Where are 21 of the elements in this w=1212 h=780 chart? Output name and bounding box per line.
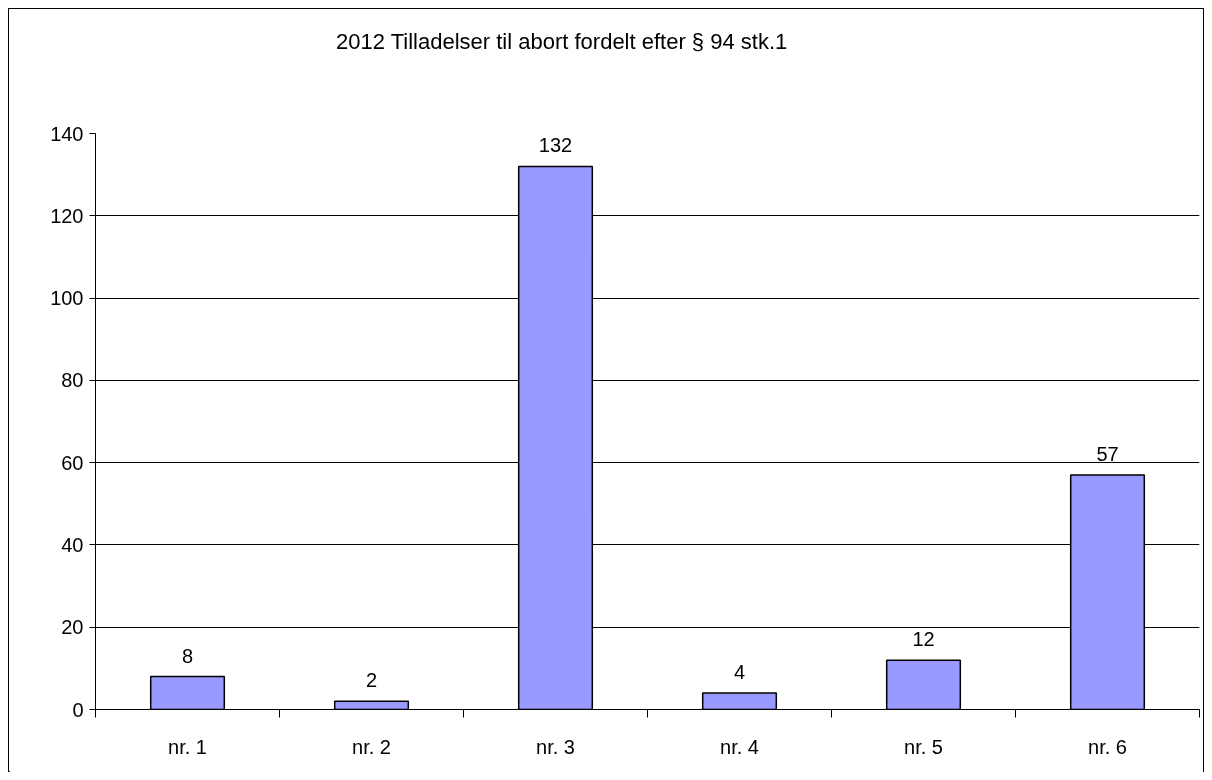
- y-tick-label: 40: [61, 533, 84, 556]
- data-label: 57: [1096, 442, 1119, 465]
- y-tick-label: 140: [50, 122, 84, 145]
- x-tick-label: nr. 6: [1088, 735, 1127, 758]
- x-tick-label: nr. 2: [352, 735, 391, 758]
- x-tick-label: nr. 1: [168, 735, 207, 758]
- y-tick-label: 80: [61, 369, 84, 392]
- data-label: 8: [181, 644, 194, 667]
- data-label: 12: [912, 628, 935, 651]
- x-tick-label: nr. 5: [904, 735, 943, 758]
- x-tick-label: nr. 3: [536, 735, 575, 758]
- x-tick-label: nr. 4: [720, 735, 759, 758]
- data-label: 2: [365, 669, 378, 692]
- chart-title: 2012 Tilladelser til abort fordelt efter § 94 stk.1: [336, 28, 788, 56]
- y-tick-label: 120: [50, 204, 84, 227]
- y-tick-label: 60: [61, 451, 84, 474]
- y-tick-label: 20: [61, 616, 84, 639]
- data-label: 132: [538, 134, 573, 157]
- data-label: 4: [733, 661, 746, 684]
- y-tick-label: 0: [72, 698, 84, 721]
- y-tick-label: 100: [50, 287, 84, 310]
